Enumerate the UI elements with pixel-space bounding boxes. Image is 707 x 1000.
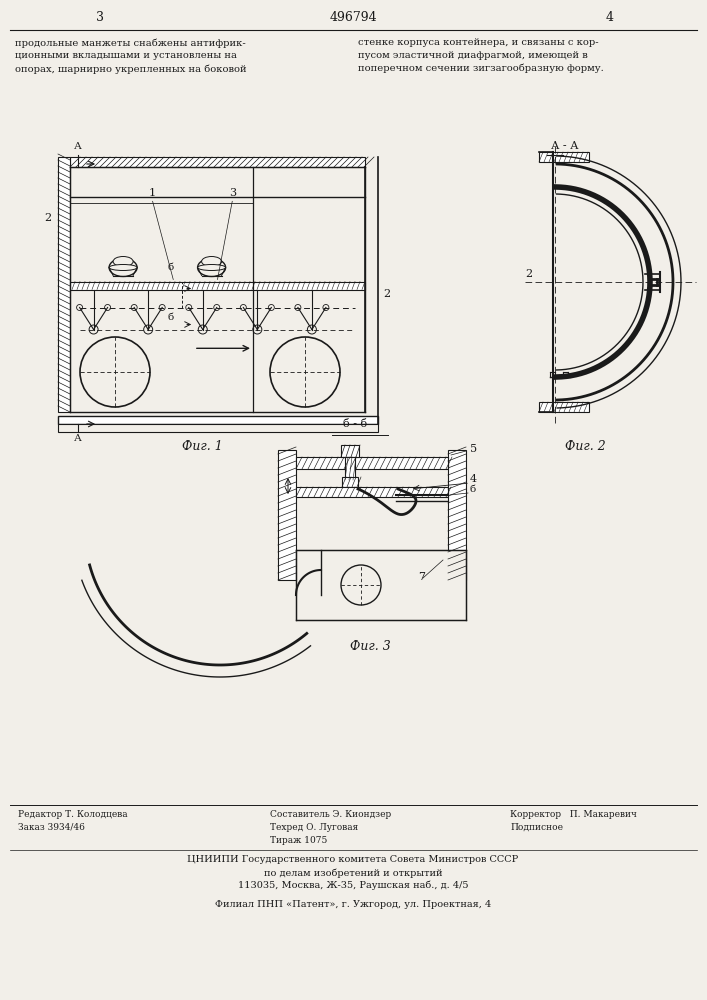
- Bar: [70, 282, 365, 290]
- Bar: [58, 424, 378, 432]
- Text: ЦНИИПИ Государственного комитета Совета Министров СССР: ЦНИИПИ Государственного комитета Совета …: [187, 855, 519, 864]
- Text: продольные манжеты снабжены антифрик-
ционными вкладышами и установлены на
опора: продольные манжеты снабжены антифрик- ци…: [15, 38, 247, 74]
- Ellipse shape: [197, 264, 226, 270]
- Circle shape: [76, 304, 83, 310]
- Text: 5: 5: [470, 444, 477, 454]
- Text: Филиал ПНП «Патент», г. Ужгород, ул. Проектная, 4: Филиал ПНП «Патент», г. Ужгород, ул. Про…: [215, 900, 491, 909]
- Ellipse shape: [109, 264, 137, 270]
- Circle shape: [132, 304, 137, 310]
- Ellipse shape: [113, 256, 133, 266]
- Text: по делам изобретений и открытий: по делам изобретений и открытий: [264, 868, 443, 878]
- Text: Фиг. 2: Фиг. 2: [565, 440, 605, 453]
- Text: 113035, Москва, Ж-35, Раушская наб., д. 4/5: 113035, Москва, Ж-35, Раушская наб., д. …: [238, 881, 468, 890]
- Text: Составитель Э. Киондзер: Составитель Э. Киондзер: [270, 810, 391, 819]
- Text: стенке корпуса контейнера, и связаны с кор-
пусом эластичной диафрагмой, имеющей: стенке корпуса контейнера, и связаны с к…: [358, 38, 604, 73]
- Ellipse shape: [197, 258, 226, 276]
- Bar: [539, 402, 589, 412]
- Text: 2: 2: [45, 213, 52, 223]
- Text: 1: 1: [149, 188, 156, 198]
- Text: Фиг. 1: Фиг. 1: [182, 440, 223, 453]
- Text: Редактор Т. Колодцева: Редактор Т. Колодцева: [18, 810, 128, 819]
- Text: 4: 4: [470, 474, 477, 484]
- Text: б: б: [168, 312, 174, 322]
- Text: Тираж 1075: Тираж 1075: [270, 836, 327, 845]
- Circle shape: [295, 304, 301, 310]
- Circle shape: [240, 304, 246, 310]
- Bar: [296, 487, 448, 497]
- Bar: [342, 477, 358, 487]
- Bar: [70, 157, 365, 167]
- Text: 3: 3: [96, 11, 104, 24]
- Text: б: б: [168, 263, 174, 272]
- Circle shape: [253, 325, 262, 334]
- Text: 496794: 496794: [329, 11, 377, 24]
- Circle shape: [198, 325, 207, 334]
- Bar: [296, 550, 466, 620]
- Text: Фиг. 3: Фиг. 3: [350, 640, 390, 653]
- Circle shape: [323, 304, 329, 310]
- Text: 3: 3: [228, 188, 236, 198]
- Bar: [345, 457, 355, 480]
- Bar: [58, 416, 378, 424]
- Circle shape: [308, 325, 317, 334]
- Text: б - б: б - б: [343, 419, 367, 429]
- Circle shape: [341, 565, 381, 605]
- Ellipse shape: [109, 258, 137, 276]
- Text: Заказ 3934/46: Заказ 3934/46: [18, 823, 85, 832]
- Text: Корректор   П. Макаревич: Корректор П. Макаревич: [510, 810, 637, 819]
- Circle shape: [269, 304, 274, 310]
- Bar: [278, 450, 296, 580]
- Circle shape: [89, 325, 98, 334]
- Bar: [296, 457, 448, 469]
- Circle shape: [159, 304, 165, 310]
- Bar: [341, 445, 359, 457]
- Text: Подписное: Подписное: [510, 823, 563, 832]
- Text: 7: 7: [418, 572, 425, 582]
- Circle shape: [270, 337, 340, 407]
- Circle shape: [80, 337, 150, 407]
- Text: А: А: [74, 434, 82, 443]
- Circle shape: [214, 304, 220, 310]
- Text: 2: 2: [525, 269, 532, 279]
- Ellipse shape: [201, 256, 221, 266]
- Circle shape: [144, 325, 153, 334]
- Text: 4: 4: [606, 11, 614, 24]
- Bar: [539, 152, 589, 162]
- Text: Техред О. Луговая: Техред О. Луговая: [270, 823, 358, 832]
- Circle shape: [186, 304, 192, 310]
- Bar: [58, 157, 70, 412]
- Bar: [448, 450, 466, 580]
- Circle shape: [105, 304, 110, 310]
- Text: 2: 2: [383, 289, 390, 299]
- Text: б: б: [470, 485, 477, 494]
- Text: А - А: А - А: [551, 141, 579, 151]
- Text: А: А: [74, 142, 82, 151]
